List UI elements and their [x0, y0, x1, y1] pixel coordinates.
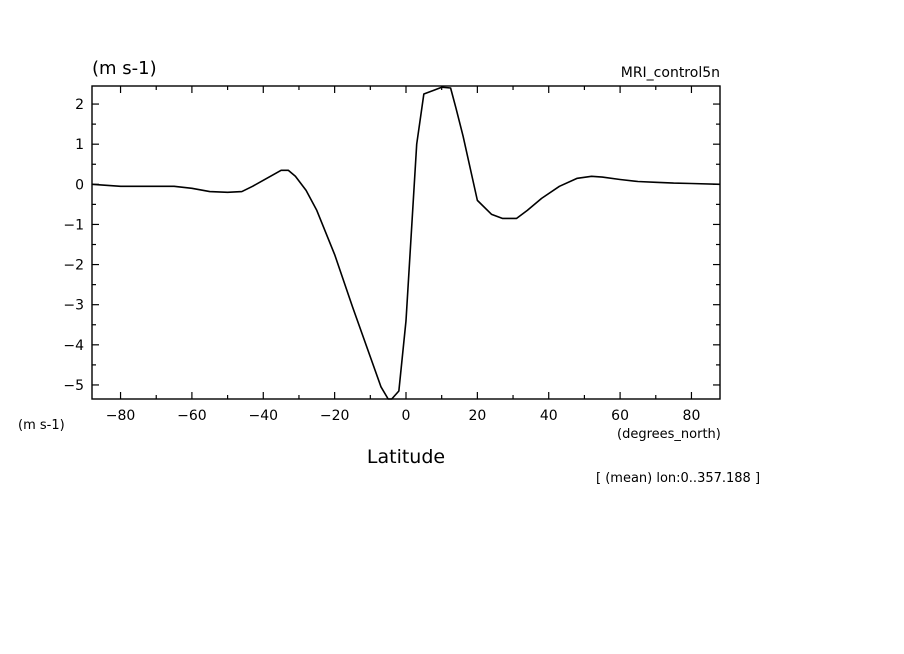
y-tick-label: 0 [75, 177, 84, 193]
y-tick-label: −5 [63, 378, 84, 394]
tick-marks [92, 86, 720, 399]
top-left-units-label: (m s-1) [92, 58, 157, 79]
y-units-label: (m s-1) [18, 418, 65, 433]
y-tick-label: −2 [63, 258, 84, 274]
x-tick-label: 0 [402, 408, 411, 424]
plot-frame [91, 85, 721, 400]
x-tick-label: −80 [106, 408, 136, 424]
run-label: MRI_control5n [621, 65, 720, 81]
y-tick-label: 2 [75, 97, 84, 113]
x-units-label: (degrees_north) [617, 427, 721, 442]
x-tick-label: 20 [468, 408, 486, 424]
x-tick-label: 40 [540, 408, 558, 424]
y-tick-label: −4 [63, 338, 84, 354]
y-tick-label: −3 [63, 298, 84, 314]
x-tick-label: −40 [248, 408, 278, 424]
x-tick-label: −20 [320, 408, 350, 424]
x-tick-label: 60 [611, 408, 629, 424]
tick-labels: −80 −60 −40 −20 0 20 40 60 80 2 1 0 −1 −2 −3 −4 −5 [63, 97, 700, 424]
x-tick-label: 80 [683, 408, 701, 424]
y-tick-label: 1 [75, 137, 84, 153]
y-tick-label: −1 [63, 217, 84, 233]
series-line [91, 86, 721, 400]
footnote: [ (mean) lon:0..357.188 ] [596, 471, 760, 486]
x-tick-label: −60 [177, 408, 207, 424]
x-axis-title: Latitude [367, 446, 445, 468]
